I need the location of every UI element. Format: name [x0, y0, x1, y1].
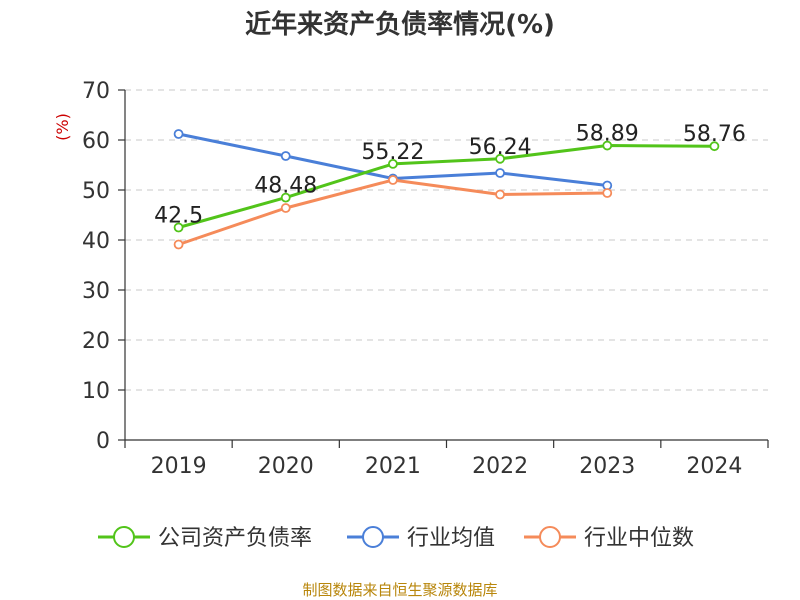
series-layer — [173, 129, 720, 250]
y-tick-label-70: 70 — [82, 79, 110, 104]
data-label-2019: 42.5 — [154, 204, 203, 229]
data-label-2024: 58.76 — [683, 122, 746, 147]
legend-item-0[interactable]: 公司资产负债率 — [98, 526, 312, 551]
x-tick-label-2023: 2023 — [579, 454, 635, 479]
series-2-point-2023[interactable] — [602, 188, 613, 198]
series-0-point-2020[interactable] — [280, 192, 291, 203]
series-2-point-2019[interactable] — [173, 239, 184, 250]
source-note: 制图数据来自恒生聚源数据库 — [302, 581, 497, 599]
x-tick-label-2019: 2019 — [151, 454, 207, 479]
y-tick-label-30: 30 — [82, 279, 110, 304]
x-tick-label-2022: 2022 — [472, 454, 528, 479]
y-tick-label-0: 0 — [96, 429, 110, 454]
legend-label-0: 公司资产负债率 — [158, 526, 312, 551]
legend[interactable]: 公司资产负债率 行业均值 行业中位数 — [98, 526, 694, 551]
series-1-point-2019[interactable] — [173, 129, 184, 139]
legend-marker-1 — [362, 526, 384, 548]
legend-label-1: 行业均值 — [407, 526, 495, 551]
series-0-point-2021[interactable] — [388, 158, 398, 169]
data-label-2023: 58.89 — [576, 122, 639, 147]
series-2-point-2020[interactable] — [280, 203, 291, 213]
y-tick-label-40: 40 — [82, 229, 110, 254]
series-0-point-2024[interactable] — [709, 141, 720, 152]
legend-item-2[interactable]: 行业中位数 — [524, 526, 694, 551]
legend-item-1[interactable]: 行业均值 — [347, 526, 495, 551]
y-tick-label-50: 50 — [82, 179, 110, 204]
legend-marker-0 — [113, 526, 135, 548]
data-label-2020: 48.48 — [254, 174, 317, 199]
x-tick-label-2024: 2024 — [686, 454, 742, 479]
series-line-0 — [178, 144, 715, 229]
series-0-point-2019[interactable] — [173, 222, 184, 233]
data-labels: 42.5 48.48 55.22 56.24 58.89 58.76 — [154, 122, 746, 229]
x-tick-label-2021: 2021 — [365, 454, 421, 479]
legend-marker-2 — [539, 526, 561, 548]
y-tick-label-20: 20 — [82, 329, 110, 354]
data-label-2022: 56.24 — [469, 135, 532, 160]
y-tick-label-60: 60 — [82, 129, 110, 154]
series-0-point-2023[interactable] — [602, 140, 613, 151]
y-axis-unit-label: (%) — [53, 113, 72, 141]
series-1-point-2022[interactable] — [495, 168, 505, 178]
series-1-point-2020[interactable] — [280, 151, 291, 161]
x-tick-label-2020: 2020 — [258, 454, 314, 479]
chart-title: 近年来资产负债率情况(%) — [245, 9, 555, 40]
gridlines — [125, 89, 768, 391]
series-2-point-2021[interactable] — [388, 175, 398, 185]
series-2-point-2022[interactable] — [495, 189, 505, 200]
legend-label-2: 行业中位数 — [584, 526, 694, 551]
axes: 0 10 20 30 40 50 60 70 2019 2020 2021 2022 2023 2024 — [82, 79, 769, 479]
data-label-2021: 55.22 — [361, 140, 424, 165]
y-tick-label-10: 10 — [82, 379, 110, 404]
series-0-point-2022[interactable] — [495, 153, 505, 164]
